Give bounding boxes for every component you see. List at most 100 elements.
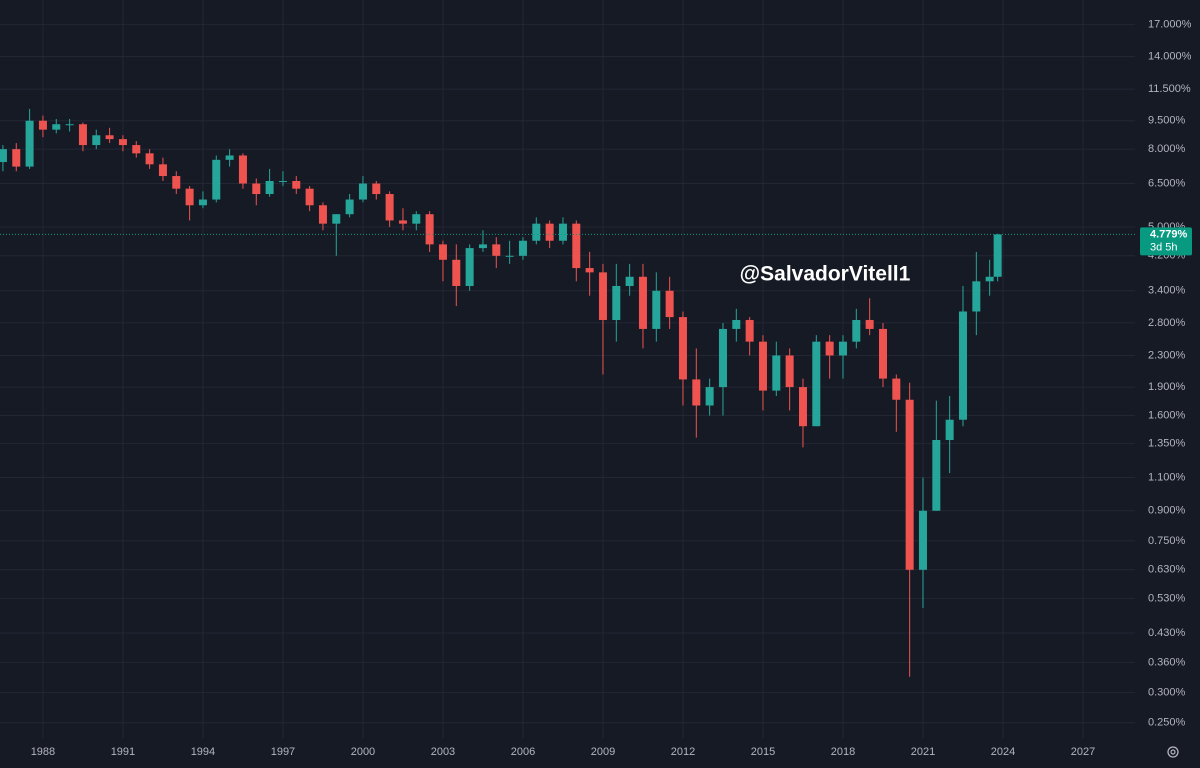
candle-body (838, 341, 847, 356)
candle-body (958, 311, 967, 420)
y-tick-label: 2.800% (1148, 317, 1186, 329)
candle-body (532, 223, 541, 241)
x-tick-label: 2000 (351, 746, 375, 758)
candle-body (0, 149, 7, 163)
x-tick-label: 1988 (31, 746, 55, 758)
candle-body (185, 188, 194, 206)
x-tick-label: 2012 (671, 746, 695, 758)
candle-body (972, 281, 981, 312)
x-tick-label: 2018 (831, 746, 855, 758)
settings-gear[interactable] (1167, 746, 1179, 758)
y-tick-label: 2.300% (1148, 349, 1186, 361)
candle-body (412, 214, 421, 224)
x-tick-label: 2009 (591, 746, 615, 758)
candle-body (825, 341, 834, 356)
candle-body (212, 159, 221, 200)
candle-body (145, 153, 154, 165)
candle-body (585, 268, 594, 273)
candle-body (198, 199, 207, 206)
candle-body (25, 120, 34, 167)
candle-body (572, 223, 581, 269)
candle-body (65, 124, 74, 126)
candle-body (772, 355, 781, 391)
y-tick-label: 1.900% (1148, 381, 1186, 393)
candle-body (292, 180, 301, 189)
candles (0, 108, 1135, 677)
price-tag-label: 4.779% (1150, 228, 1188, 240)
candle-body (252, 183, 261, 195)
y-tick-label: 17.000% (1148, 18, 1192, 30)
x-tick-label: 1997 (271, 746, 295, 758)
price-tag-countdown: 3d 5h (1150, 241, 1178, 253)
candle-body (38, 120, 47, 130)
candle-body (318, 205, 327, 224)
y-tick-label: 0.630% (1148, 564, 1186, 576)
candle-body (505, 255, 514, 257)
candle-body (918, 510, 927, 570)
candle-body (638, 276, 647, 329)
candle-body (945, 419, 954, 441)
candle-body (625, 276, 634, 286)
candle-body (425, 214, 434, 245)
candle-body (372, 183, 381, 195)
y-tick-label: 0.430% (1148, 627, 1186, 639)
y-tick-label: 1.350% (1148, 438, 1186, 450)
candle-body (452, 259, 461, 286)
candle-body (92, 135, 101, 146)
settings-icon[interactable] (1167, 746, 1179, 758)
candle-body (238, 155, 247, 184)
candle-body (545, 223, 554, 241)
candle-body (358, 183, 367, 200)
watermark: @SalvadorVitell1 (740, 263, 911, 286)
y-tick-label: 11.500% (1148, 83, 1191, 95)
candle-body (345, 199, 354, 215)
settings-gear-center[interactable] (1170, 749, 1176, 755)
candle-body (385, 194, 394, 221)
candle-body (985, 276, 994, 282)
candle-body (705, 387, 714, 406)
y-tick-label: 1.600% (1148, 409, 1186, 421)
candle-body (878, 328, 887, 379)
y-tick-label: 8.000% (1148, 143, 1186, 155)
candle-body (732, 319, 741, 329)
candle-body (758, 341, 767, 391)
candle-body (798, 387, 807, 427)
candle-body (612, 285, 621, 320)
candle-body (558, 223, 567, 241)
candle-body (12, 149, 21, 167)
candle-body (278, 180, 287, 182)
candle-body (332, 214, 341, 224)
candle-body (652, 290, 661, 329)
x-tick-label: 2015 (751, 746, 775, 758)
candle-body (118, 139, 127, 146)
y-tick-label: 0.360% (1148, 656, 1186, 668)
candle-body (865, 319, 874, 329)
candle-body (905, 399, 914, 570)
candle-body (678, 317, 687, 380)
candle-body (932, 440, 941, 511)
y-tick-label: 0.300% (1148, 686, 1186, 698)
x-tick-label: 2006 (511, 746, 535, 758)
candle-body (598, 272, 607, 320)
y-tick-label: 0.900% (1148, 505, 1186, 517)
candle-body (158, 164, 167, 177)
y-tick-label: 1.100% (1148, 471, 1186, 483)
x-tick-label: 2024 (991, 746, 1015, 758)
candle-body (78, 124, 87, 146)
x-tick-label: 2021 (911, 746, 935, 758)
candle-body (518, 240, 527, 256)
y-tick-label: 9.500% (1148, 115, 1186, 127)
candle-body (892, 378, 901, 400)
candle-body (745, 319, 754, 342)
candle-body (225, 155, 234, 160)
candle-body (785, 355, 794, 388)
candle-body (172, 176, 181, 189)
axes: 1988 1991 1994 1997 2000 2003 2006 2009 2012 2015… (31, 18, 1192, 758)
y-tick-label: 0.250% (1148, 717, 1186, 729)
y-tick-label: 6.500% (1148, 177, 1186, 189)
x-tick-label: 2027 (1071, 746, 1095, 758)
candle-body (492, 244, 501, 256)
candle-body (718, 328, 727, 388)
